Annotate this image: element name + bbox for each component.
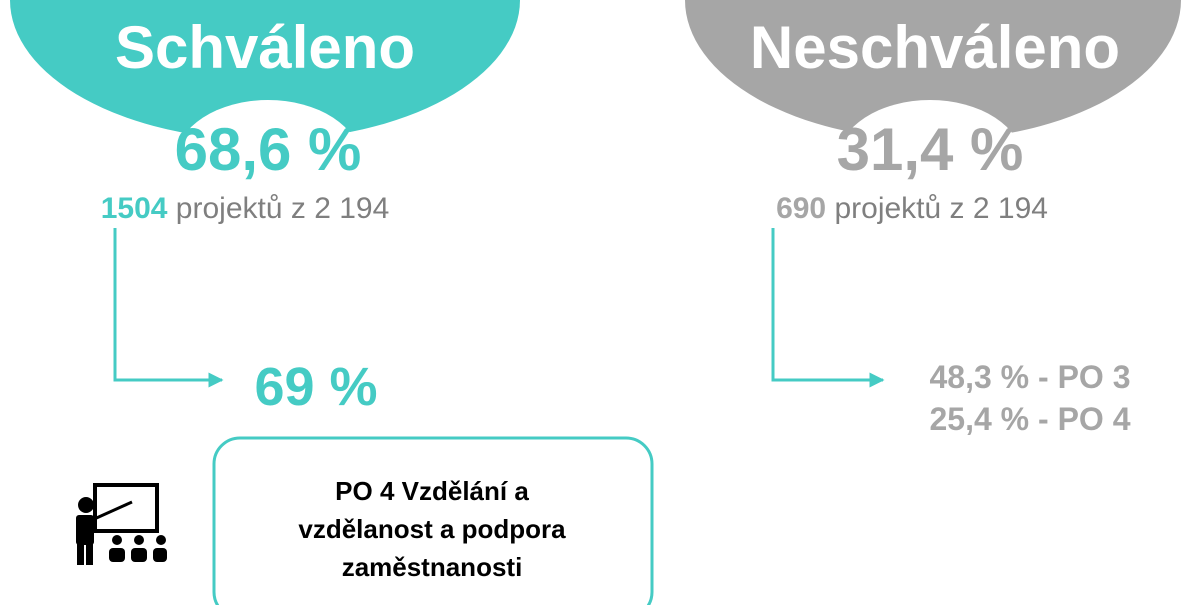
rejected-title: Neschváleno bbox=[750, 14, 1120, 81]
teacher-icon bbox=[76, 483, 167, 565]
approved-percent: 68,6 % bbox=[175, 116, 362, 183]
rejected-arrow bbox=[771, 228, 885, 388]
rejected-percent: 31,4 % bbox=[837, 116, 1024, 183]
rejected-count-text: projektů z 2 194 bbox=[826, 192, 1048, 225]
rejected-count-line: 690 projektů z 2 194 bbox=[776, 192, 1048, 225]
box-line: vzdělanost a podpora bbox=[298, 514, 566, 544]
approved-arrow bbox=[113, 228, 224, 388]
rejected-share: 25,4 % - PO 4 bbox=[930, 401, 1131, 437]
box-line: PO 4 Vzdělání a bbox=[335, 476, 529, 506]
rejected-share: 48,3 % - PO 3 bbox=[930, 359, 1131, 395]
rejected-count: 690 bbox=[776, 192, 826, 225]
approved-title: Schváleno bbox=[115, 14, 415, 81]
approved-share: 69 % bbox=[254, 357, 377, 417]
approved-count: 1504 bbox=[101, 192, 168, 225]
box-line: zaměstnanosti bbox=[342, 552, 523, 582]
approved-header bbox=[10, 0, 520, 220]
rejected-header bbox=[685, 0, 1181, 220]
approved-count-text: projektů z 2 194 bbox=[167, 192, 389, 225]
approved-box bbox=[212, 436, 654, 605]
approved-count-line: 1504 projektů z 2 194 bbox=[101, 192, 390, 225]
